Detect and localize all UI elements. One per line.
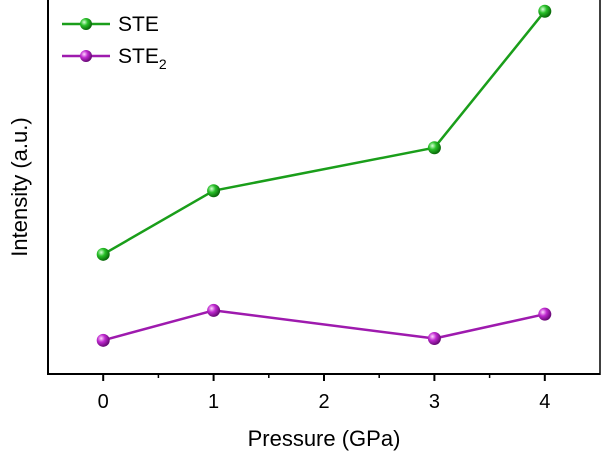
x-tick-label: 1 xyxy=(208,391,219,413)
series-ste-point xyxy=(427,141,441,155)
x-tick-label: 2 xyxy=(318,391,329,413)
legend-label-ste2-base: STE xyxy=(118,45,159,68)
x-tick-label: 3 xyxy=(429,391,440,413)
series-ste2-point xyxy=(427,331,441,345)
x-axis-label: Pressure (GPa) xyxy=(248,426,401,451)
legend-label-ste-base: STE xyxy=(118,13,159,36)
series-ste2-point xyxy=(96,333,110,347)
series-ste xyxy=(96,4,552,261)
series-ste2 xyxy=(96,303,552,347)
series-ste2-point xyxy=(538,307,552,321)
series-ste-point xyxy=(96,247,110,261)
series-ste2-line xyxy=(102,309,546,342)
legend-label-ste2: STE2 xyxy=(118,45,167,72)
legend-marker-ste xyxy=(80,18,92,30)
legend-item-ste: STE xyxy=(62,13,159,36)
series-layer xyxy=(96,4,552,347)
legend-item-ste2: STE2 xyxy=(62,45,167,72)
x-tick-label: 0 xyxy=(98,391,109,413)
x-tick-label: 4 xyxy=(539,391,550,413)
legend-label-ste: STE xyxy=(118,13,159,36)
legend: STE STE2 xyxy=(62,13,167,72)
series-ste2-point xyxy=(207,303,221,317)
series-ste-line xyxy=(102,10,546,256)
x-tick-labels: 0 1 2 3 4 xyxy=(98,391,551,413)
legend-label-ste2-sub: 2 xyxy=(159,56,167,72)
series-ste-point xyxy=(538,4,552,18)
legend-marker-ste2 xyxy=(80,50,92,62)
y-axis-label: Intensity (a.u.) xyxy=(7,117,32,256)
x-ticks xyxy=(102,374,546,381)
series-ste-point xyxy=(207,184,221,198)
